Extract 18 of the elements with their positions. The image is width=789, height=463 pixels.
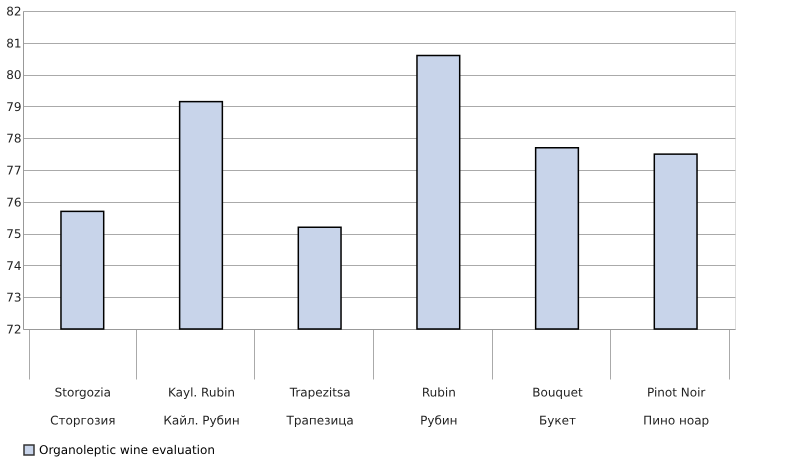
- y-tick-label: 74: [6, 258, 22, 273]
- y-tick-label: 79: [6, 100, 22, 114]
- x-tick-label: Trapezitsa Трапезица: [286, 386, 354, 428]
- y-tick-label: 81: [6, 36, 22, 50]
- x-tick-label: Bouquet Букет: [532, 386, 584, 428]
- x-tick-label: Pinot Noir Пино ноар: [643, 386, 710, 428]
- y-tick-label: 75: [6, 227, 22, 242]
- legend-label: Organoleptic wine evaluation: [39, 443, 215, 457]
- y-tick-label: 76: [6, 195, 22, 210]
- y-tick-label: 77: [6, 164, 22, 178]
- y-tick-label: 78: [6, 132, 22, 146]
- y-tick-label: 73: [6, 290, 22, 305]
- y-tick-label: 82: [6, 4, 22, 18]
- x-tick-label: Rubin Рубин: [420, 386, 458, 428]
- y-tick-label: 72: [6, 322, 22, 336]
- x-tick-label: Storgozia Сторгозия: [50, 386, 116, 428]
- x-tick-label: Kayl. Rubin Кайл. Рубин: [163, 386, 240, 428]
- y-tick-label: 80: [6, 68, 22, 82]
